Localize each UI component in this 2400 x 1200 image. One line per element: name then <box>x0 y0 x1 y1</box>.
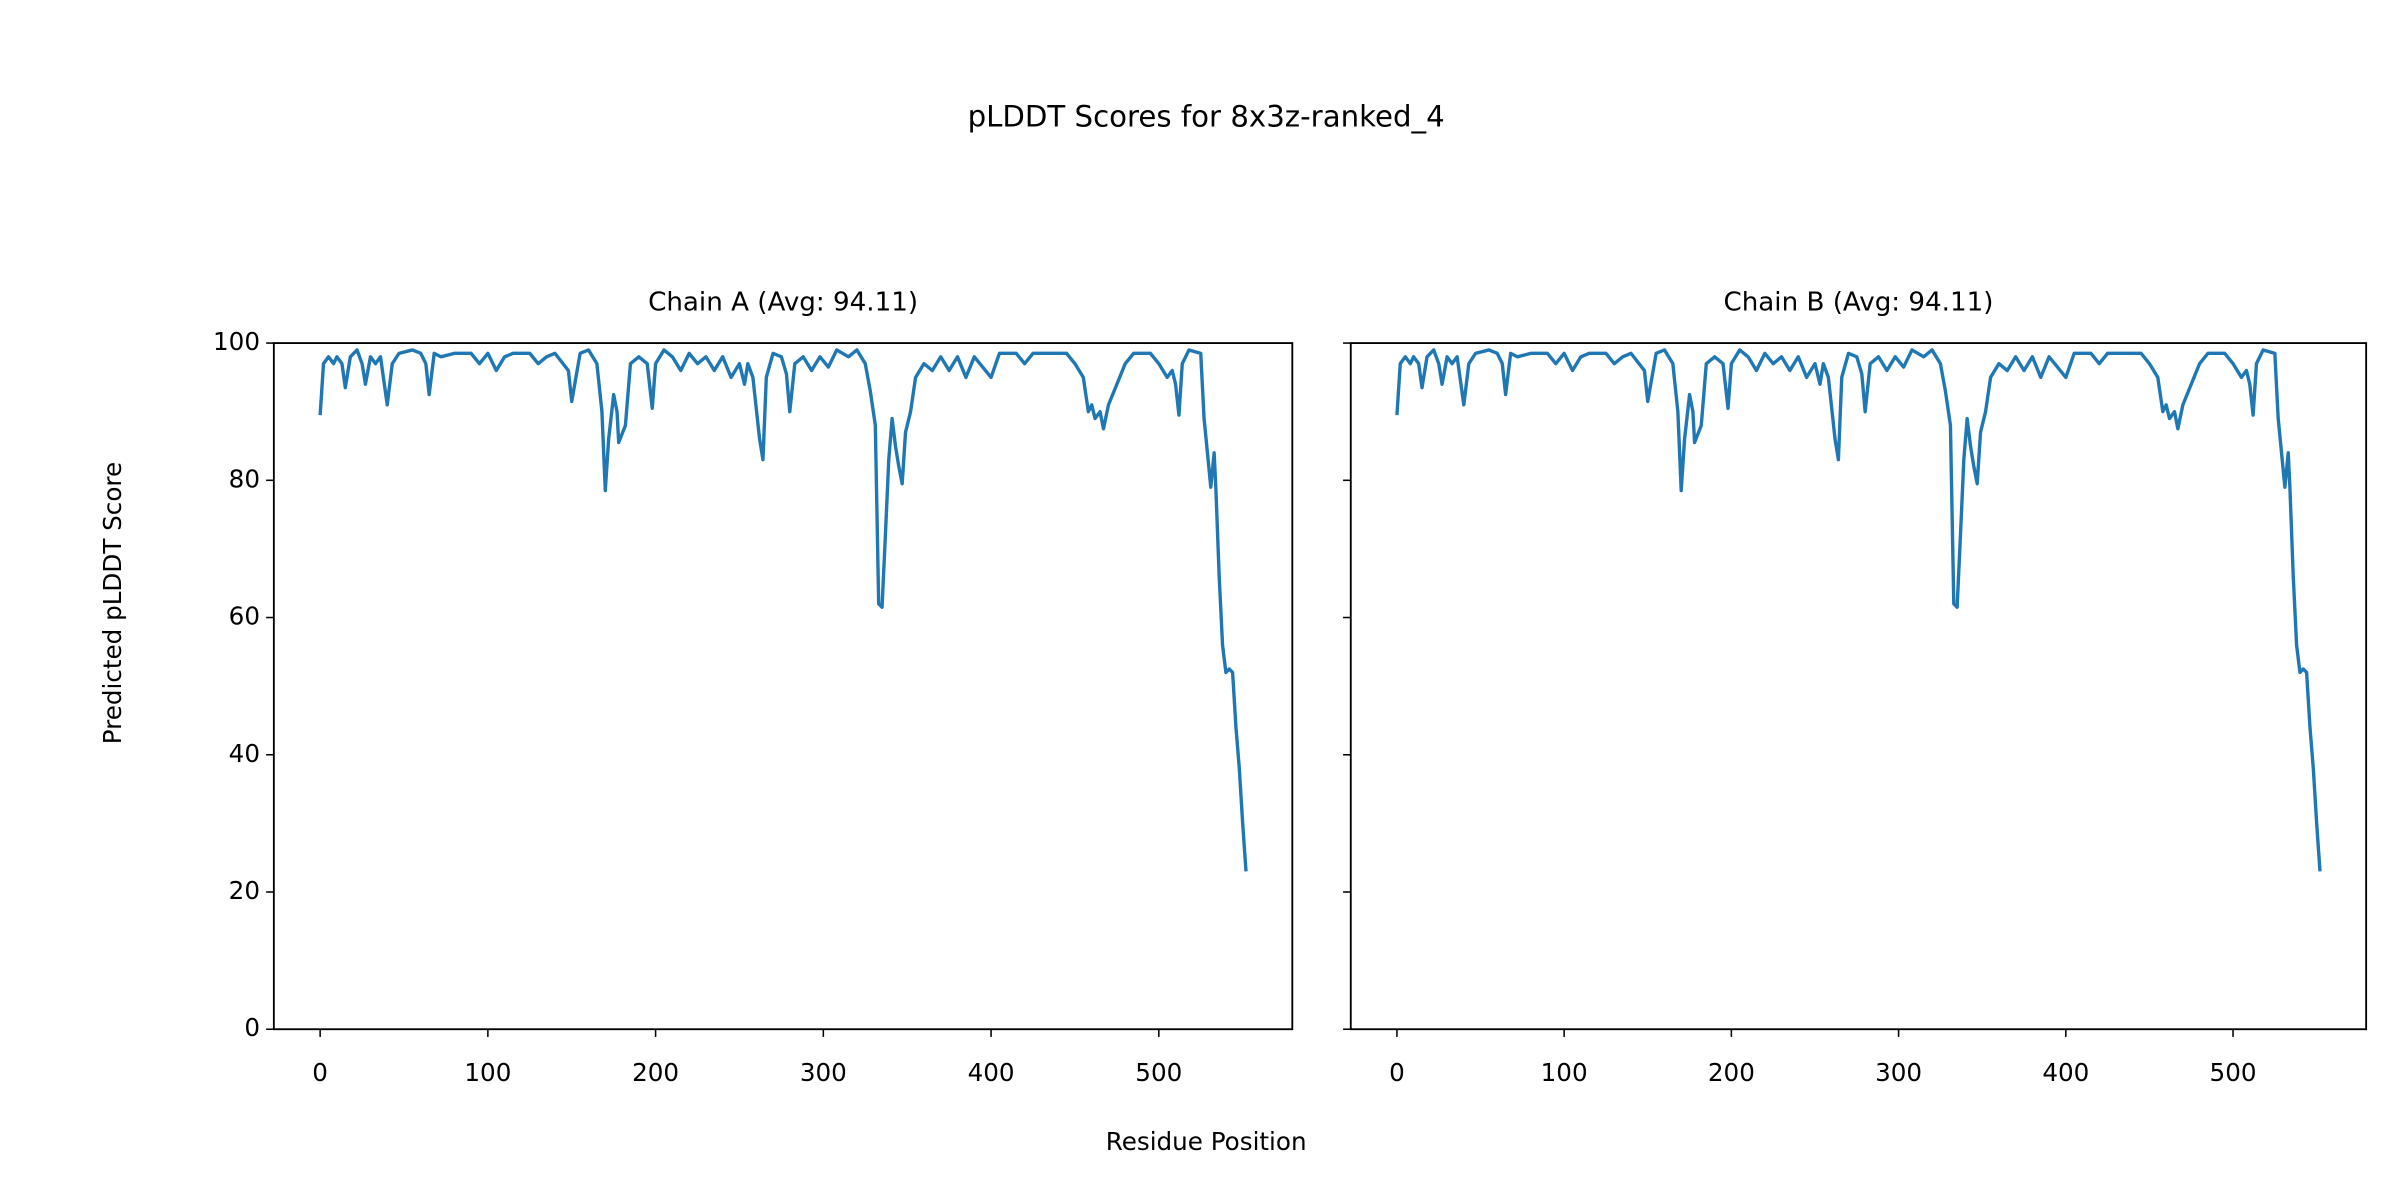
x-tick-label: 200 <box>632 1058 679 1087</box>
y-tick-label: 0 <box>244 1013 260 1042</box>
subplot-title: Chain B (Avg: 94.11) <box>1723 288 1993 318</box>
y-tick-label: 20 <box>229 876 260 905</box>
line-series <box>318 348 1248 872</box>
x-tick-label: 300 <box>800 1058 847 1087</box>
x-tick-label: 500 <box>2210 1058 2257 1087</box>
y-axis-label: Predicted pLDDT Score <box>98 462 127 744</box>
y-tick-label: 40 <box>229 739 260 768</box>
plot-frame <box>1349 342 2368 1031</box>
x-tick-label: 300 <box>1875 1058 1922 1087</box>
x-axis-label: Residue Position <box>1106 1127 1307 1156</box>
x-tick-label: 100 <box>1541 1058 1588 1087</box>
x-tick-label: 200 <box>1708 1058 1755 1087</box>
x-tick-label: 100 <box>464 1058 511 1087</box>
subplot-title: Chain A (Avg: 94.11) <box>648 288 918 318</box>
x-tick-label: 400 <box>968 1058 1015 1087</box>
figure-title: pLDDT Scores for 8x3z-ranked_4 <box>968 99 1445 133</box>
x-tick-label: 0 <box>1389 1058 1405 1087</box>
y-tick-label: 60 <box>229 602 260 631</box>
x-tick-label: 400 <box>2042 1058 2089 1087</box>
y-tick-label: 100 <box>213 327 260 356</box>
y-tick-label: 80 <box>229 464 260 493</box>
x-tick-label: 500 <box>1135 1058 1182 1087</box>
line-series <box>1395 348 2322 872</box>
x-tick-label: 0 <box>312 1058 328 1087</box>
plot-frame <box>272 342 1294 1031</box>
